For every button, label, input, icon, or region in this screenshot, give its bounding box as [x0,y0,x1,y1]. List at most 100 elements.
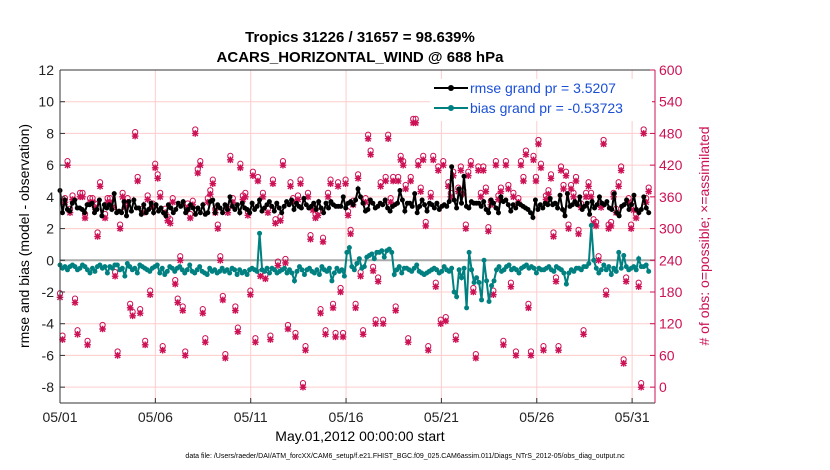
rmse-point [638,207,644,213]
bias-point [486,299,492,305]
obs-assimilated-point [219,296,227,304]
rmse-point [616,213,622,219]
rmse-point [109,207,115,213]
rmse-point [247,210,253,216]
obs-assimilated-point [447,193,455,201]
obs-assimilated-point [439,161,447,169]
obs-assimilated-point [309,206,317,214]
obs-assimilated-point [592,222,600,230]
obs-assimilated-point [279,161,287,169]
obs-assimilated-point [191,130,199,137]
obs-assimilated-point [535,140,542,148]
rmse-point [557,192,563,198]
rmse-point [298,205,304,211]
obs-assimilated-point [570,193,577,201]
obs-assimilated-point [585,182,592,190]
bias-series [57,222,652,311]
obs-assimilated-point [419,156,427,164]
obs-assimilated-point [602,291,610,298]
bias-point [291,278,297,284]
rmse-point [168,205,174,211]
obs-assimilated-point [81,214,89,222]
bias-point [466,249,472,255]
obs-assimilated-point [520,177,527,185]
left-tick-label: -6 [42,347,55,363]
bias-point [608,272,614,278]
obs-assimilated-point [497,188,505,195]
rmse-point [67,208,73,214]
bias-point [379,248,385,254]
rmse-point [96,197,102,203]
bias-point [326,265,332,271]
bias-point [344,249,350,255]
rmse-point [530,214,536,220]
obs-assimilated-point [179,307,187,314]
rmse-point [210,197,216,203]
obs-assimilated-point [472,354,480,362]
obs-assimilated-point [257,272,264,280]
bias-point [92,268,98,274]
rmse-point [481,199,487,205]
rmse-point [249,200,255,206]
obs-assimilated-point [364,135,372,143]
rmse-point [641,194,647,200]
rmse-point [89,200,95,206]
rmse-point [493,205,499,211]
legend-bias-marker [448,105,454,111]
obs-assimilated-point [96,182,104,190]
bias-point [606,264,612,270]
rmse-point [611,191,617,197]
obs-assimilated-point [490,291,497,298]
bias-point [479,297,485,303]
obs-assimilated-point [620,360,627,367]
axes [59,69,656,404]
obs-assimilated-point [249,172,257,180]
rmse-point [454,205,460,211]
rmse-point [195,205,201,211]
right-tick-label: 180 [659,284,683,300]
obs-assimilated-point [540,346,547,354]
rmse-point [584,200,590,206]
rmse-point [424,208,430,214]
obs-assimilated-point [254,177,262,185]
obs-assimilated-point [432,283,440,291]
obs-assimilated-point [550,233,557,240]
bias-point [618,265,624,271]
rmse-point [185,207,191,213]
obs-assimilated-point [470,288,477,296]
rmse-point [72,197,78,203]
obs-assimilated-point [114,352,121,359]
bias-point [232,267,238,273]
rmse-point [121,199,127,205]
rmse-point [313,207,319,213]
bias-point [484,278,490,284]
rmse-point [286,202,292,208]
rmse-point [631,192,637,198]
obs-assimilated-point [522,151,530,158]
obs-assimilated-point [332,333,339,341]
obs-assimilated-point [480,167,487,174]
obs-assimilated-point [166,219,174,227]
x-tick-label: 05/21 [424,409,459,425]
rmse-point [624,197,630,203]
rmse-point [628,202,634,208]
rmse-point [495,210,501,216]
rmse-point [380,202,386,208]
bias-point [469,267,475,273]
rmse-point [323,200,329,206]
obs-assimilated-point [267,336,274,343]
bias-point [122,273,128,279]
obs-assimilated-point [595,256,602,264]
left-tick-label: 12 [38,62,54,78]
rmse-point [141,202,147,208]
rmse-point [444,203,450,209]
rmse-point [163,213,169,219]
obs-assimilated-point [510,193,517,201]
bias-point [459,275,465,281]
bias-point [616,249,622,255]
obs-assimilated-point [294,196,302,203]
rmse-point [564,191,570,197]
obs-assimilated-point [507,283,515,291]
rmse-point [508,208,514,214]
right-tick-label: 120 [659,316,683,332]
